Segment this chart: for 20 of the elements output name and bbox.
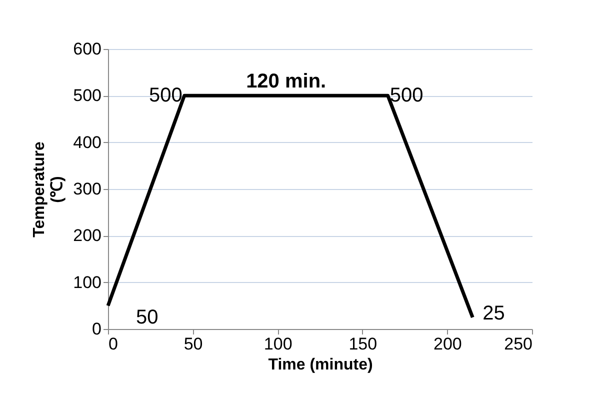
- y-tick-label: 0: [92, 320, 102, 338]
- y-tick-label: 500: [73, 86, 102, 106]
- x-tick-label: 200: [434, 334, 462, 354]
- y-tick-label: 200: [73, 226, 102, 246]
- y-axis-title: Temperature (℃): [31, 142, 66, 238]
- data-label: 50: [136, 306, 158, 329]
- y-tick-label: 400: [73, 132, 102, 152]
- data-label: 500: [390, 84, 424, 107]
- y-tick-label: 100: [73, 272, 102, 292]
- annotation: 120 min.: [246, 70, 326, 93]
- x-tick-label: 0: [108, 334, 118, 354]
- x-tick-label: 100: [264, 334, 292, 354]
- data-label: 500: [148, 84, 182, 107]
- y-tick-label: 300: [73, 180, 102, 198]
- x-tick-label: 250: [504, 334, 532, 354]
- x-tick-label: 50: [184, 334, 203, 354]
- data-label: 25: [482, 302, 505, 324]
- y-tick-label: 600: [73, 40, 102, 58]
- x-tick-label: 150: [348, 334, 378, 354]
- x-axis-title: Time (minute): [268, 356, 373, 374]
